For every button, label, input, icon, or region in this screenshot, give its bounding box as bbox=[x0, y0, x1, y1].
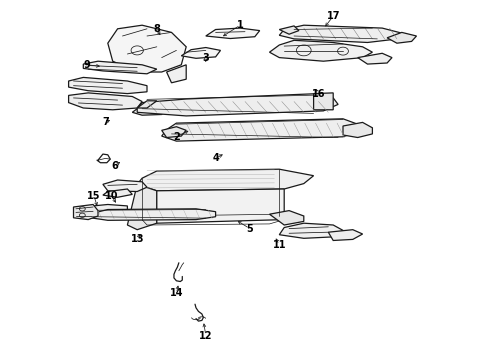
Polygon shape bbox=[358, 53, 392, 64]
Polygon shape bbox=[181, 48, 221, 58]
Text: 14: 14 bbox=[170, 288, 183, 298]
Polygon shape bbox=[157, 189, 284, 223]
Polygon shape bbox=[74, 204, 98, 220]
Polygon shape bbox=[83, 61, 157, 74]
Polygon shape bbox=[69, 93, 142, 110]
Polygon shape bbox=[279, 26, 299, 34]
Text: 9: 9 bbox=[84, 60, 91, 70]
Polygon shape bbox=[279, 25, 402, 42]
Polygon shape bbox=[83, 204, 127, 212]
Polygon shape bbox=[167, 65, 186, 83]
Polygon shape bbox=[314, 93, 333, 110]
Polygon shape bbox=[103, 189, 132, 197]
Text: 4: 4 bbox=[212, 153, 219, 163]
Polygon shape bbox=[387, 32, 416, 43]
Text: 17: 17 bbox=[326, 11, 340, 21]
Text: 8: 8 bbox=[153, 24, 160, 34]
Text: 3: 3 bbox=[202, 53, 209, 63]
Polygon shape bbox=[88, 209, 216, 220]
Polygon shape bbox=[162, 127, 186, 138]
Polygon shape bbox=[270, 40, 372, 61]
Text: 12: 12 bbox=[199, 330, 213, 341]
Text: 2: 2 bbox=[173, 132, 180, 142]
Text: 1: 1 bbox=[237, 20, 244, 30]
Polygon shape bbox=[343, 122, 372, 138]
Polygon shape bbox=[162, 119, 358, 141]
Polygon shape bbox=[137, 169, 314, 191]
Text: 16: 16 bbox=[312, 89, 325, 99]
Polygon shape bbox=[328, 230, 363, 240]
Text: 15: 15 bbox=[87, 191, 101, 201]
Text: 5: 5 bbox=[246, 224, 253, 234]
Polygon shape bbox=[137, 94, 338, 116]
Text: 13: 13 bbox=[130, 234, 144, 244]
Polygon shape bbox=[132, 106, 167, 115]
Polygon shape bbox=[103, 180, 147, 192]
Text: 10: 10 bbox=[105, 191, 119, 201]
Polygon shape bbox=[127, 184, 157, 230]
Polygon shape bbox=[108, 25, 186, 72]
Text: 6: 6 bbox=[112, 161, 119, 171]
Polygon shape bbox=[69, 77, 147, 94]
Polygon shape bbox=[137, 101, 157, 108]
Text: 11: 11 bbox=[272, 240, 286, 250]
Polygon shape bbox=[206, 28, 260, 39]
Polygon shape bbox=[270, 211, 304, 225]
Polygon shape bbox=[279, 223, 343, 238]
Text: 7: 7 bbox=[102, 117, 109, 127]
